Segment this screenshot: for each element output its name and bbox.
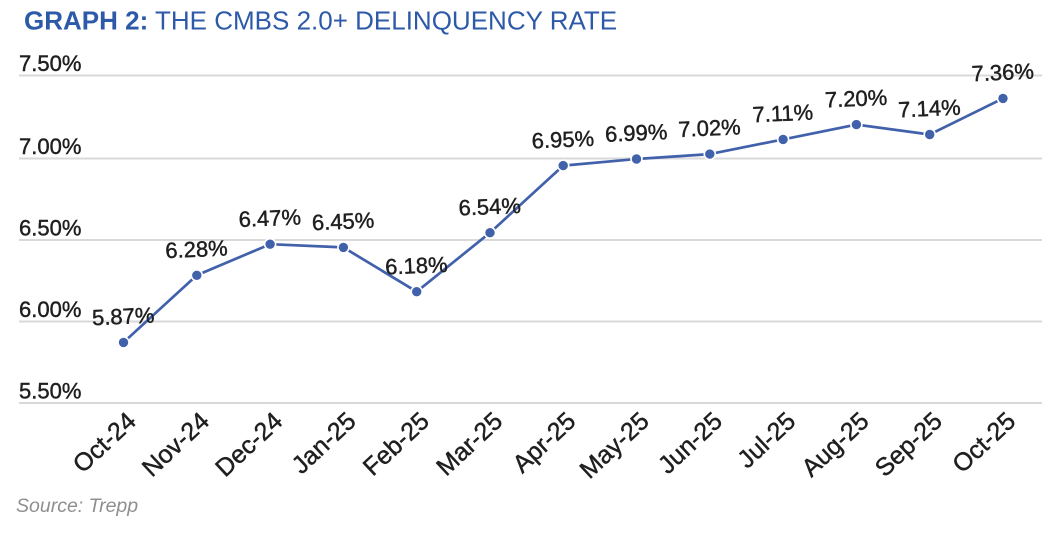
svg-text:6.50%: 6.50%: [19, 216, 81, 241]
svg-text:7.02%: 7.02%: [678, 114, 741, 142]
svg-text:6.45%: 6.45%: [311, 208, 374, 236]
svg-text:7.36%: 7.36%: [971, 59, 1034, 87]
svg-text:6.47%: 6.47%: [238, 204, 301, 232]
svg-text:GRAPH 2: THE CMBS 2.0+ DELINQU: GRAPH 2: THE CMBS 2.0+ DELINQUENCY RATE: [24, 6, 617, 36]
svg-text:6.18%: 6.18%: [385, 252, 448, 280]
svg-text:5.87%: 5.87%: [91, 303, 154, 331]
svg-text:7.50%: 7.50%: [19, 51, 81, 76]
svg-text:7.00%: 7.00%: [19, 134, 81, 159]
svg-text:6.95%: 6.95%: [531, 126, 594, 154]
svg-text:6.99%: 6.99%: [604, 119, 667, 147]
svg-text:6.00%: 6.00%: [19, 297, 81, 322]
svg-text:7.20%: 7.20%: [824, 85, 887, 113]
svg-text:6.54%: 6.54%: [458, 193, 521, 221]
svg-text:7.11%: 7.11%: [752, 100, 814, 128]
svg-text:7.14%: 7.14%: [898, 95, 961, 123]
svg-text:6.28%: 6.28%: [165, 235, 228, 263]
svg-text:Source: Trepp: Source: Trepp: [16, 495, 138, 517]
svg-text:5.50%: 5.50%: [19, 379, 81, 404]
